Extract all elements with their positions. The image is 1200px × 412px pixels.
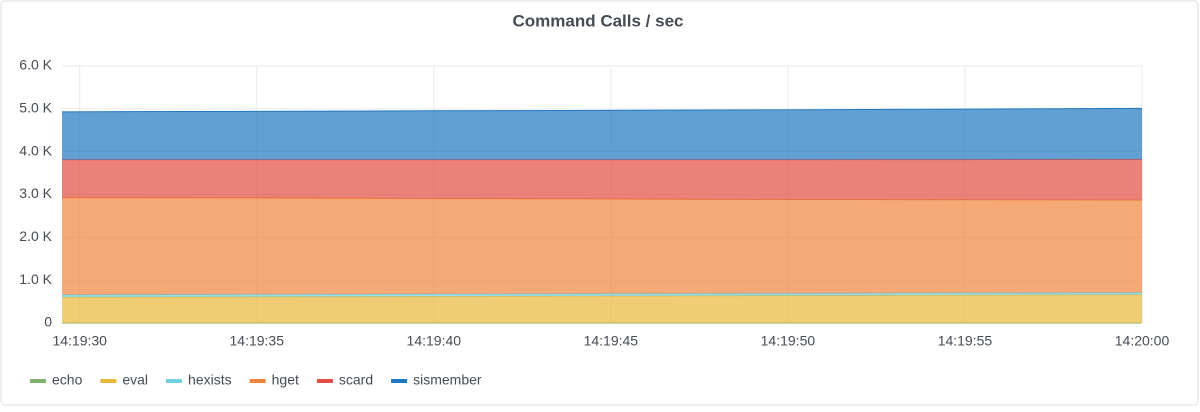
x-tick-label: 14:19:45 xyxy=(584,333,639,349)
legend-label: eval xyxy=(122,372,148,388)
legend-label: sismember xyxy=(413,372,482,388)
y-tick-label: 1.0 K xyxy=(19,271,52,287)
y-tick-label: 0 xyxy=(44,314,52,330)
x-tick-label: 14:19:30 xyxy=(52,333,107,349)
area xyxy=(62,197,1142,294)
area xyxy=(62,159,1142,200)
area xyxy=(62,108,1142,159)
legend-label: echo xyxy=(52,372,83,388)
y-tick-label: 2.0 K xyxy=(19,228,52,244)
legend-label: hget xyxy=(272,372,299,388)
x-tick-label: 14:19:50 xyxy=(761,333,816,349)
x-tick-label: 14:19:35 xyxy=(230,333,285,349)
y-tick-label: 4.0 K xyxy=(19,142,52,158)
y-tick-label: 3.0 K xyxy=(19,185,52,201)
chart-title: Command Calls / sec xyxy=(512,11,683,30)
y-tick-label: 5.0 K xyxy=(19,100,52,116)
legend-label: scard xyxy=(339,372,373,388)
y-tick-label: 6.0 K xyxy=(19,57,52,73)
x-tick-label: 14:19:40 xyxy=(407,333,462,349)
area xyxy=(62,295,1142,323)
x-tick-label: 14:20:00 xyxy=(1115,333,1170,349)
legend-label: hexists xyxy=(188,372,232,388)
x-tick-label: 14:19:55 xyxy=(938,333,993,349)
